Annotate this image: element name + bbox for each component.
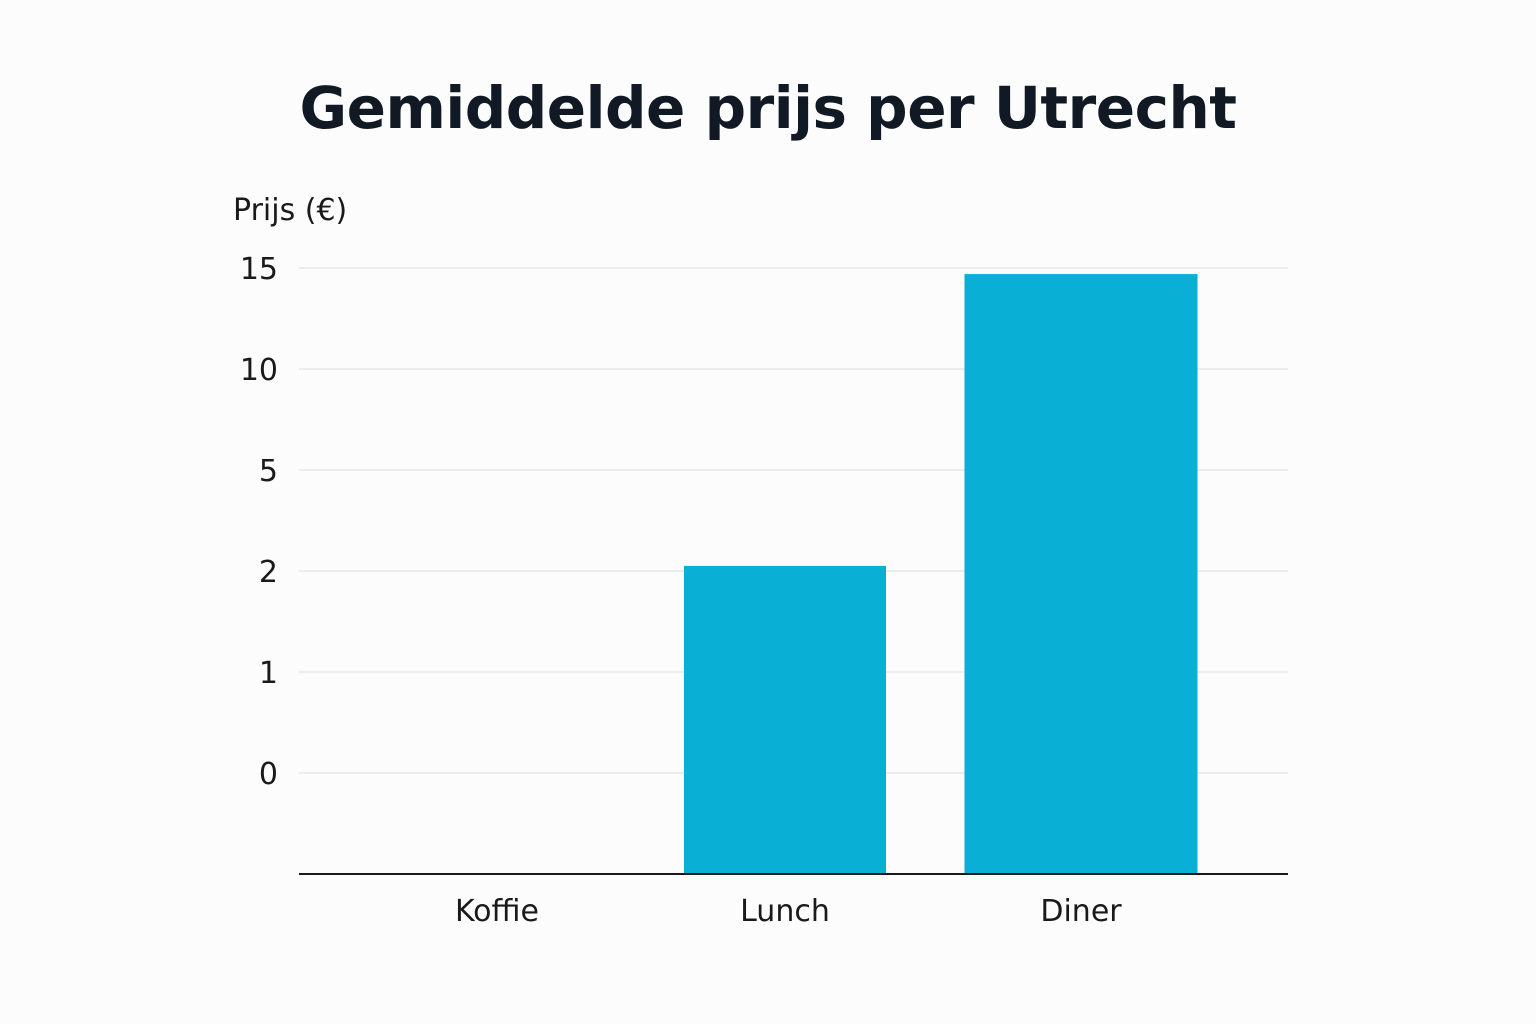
y-tick-label: 15 [240,252,278,287]
y-tick-label: 10 [240,353,278,388]
bars [684,274,1198,874]
bar-lunch [684,565,886,874]
y-axis-ticks: 0 1 2 5 10 15 [240,252,278,792]
x-tick-label: Diner [1040,894,1122,929]
x-axis-ticks: Koffie Lunch Diner [455,894,1122,929]
bar-diner [964,274,1198,874]
x-tick-label: Lunch [740,894,830,929]
chart-title: Gemiddelde prijs per Utrecht [299,74,1237,142]
y-tick-label: 5 [259,454,278,489]
y-tick-label: 2 [259,555,278,590]
y-tick-label: 1 [259,656,278,691]
x-tick-label: Koffie [455,894,539,929]
y-axis-label: Prijs (€) [233,193,347,228]
y-tick-label: 0 [259,757,278,792]
